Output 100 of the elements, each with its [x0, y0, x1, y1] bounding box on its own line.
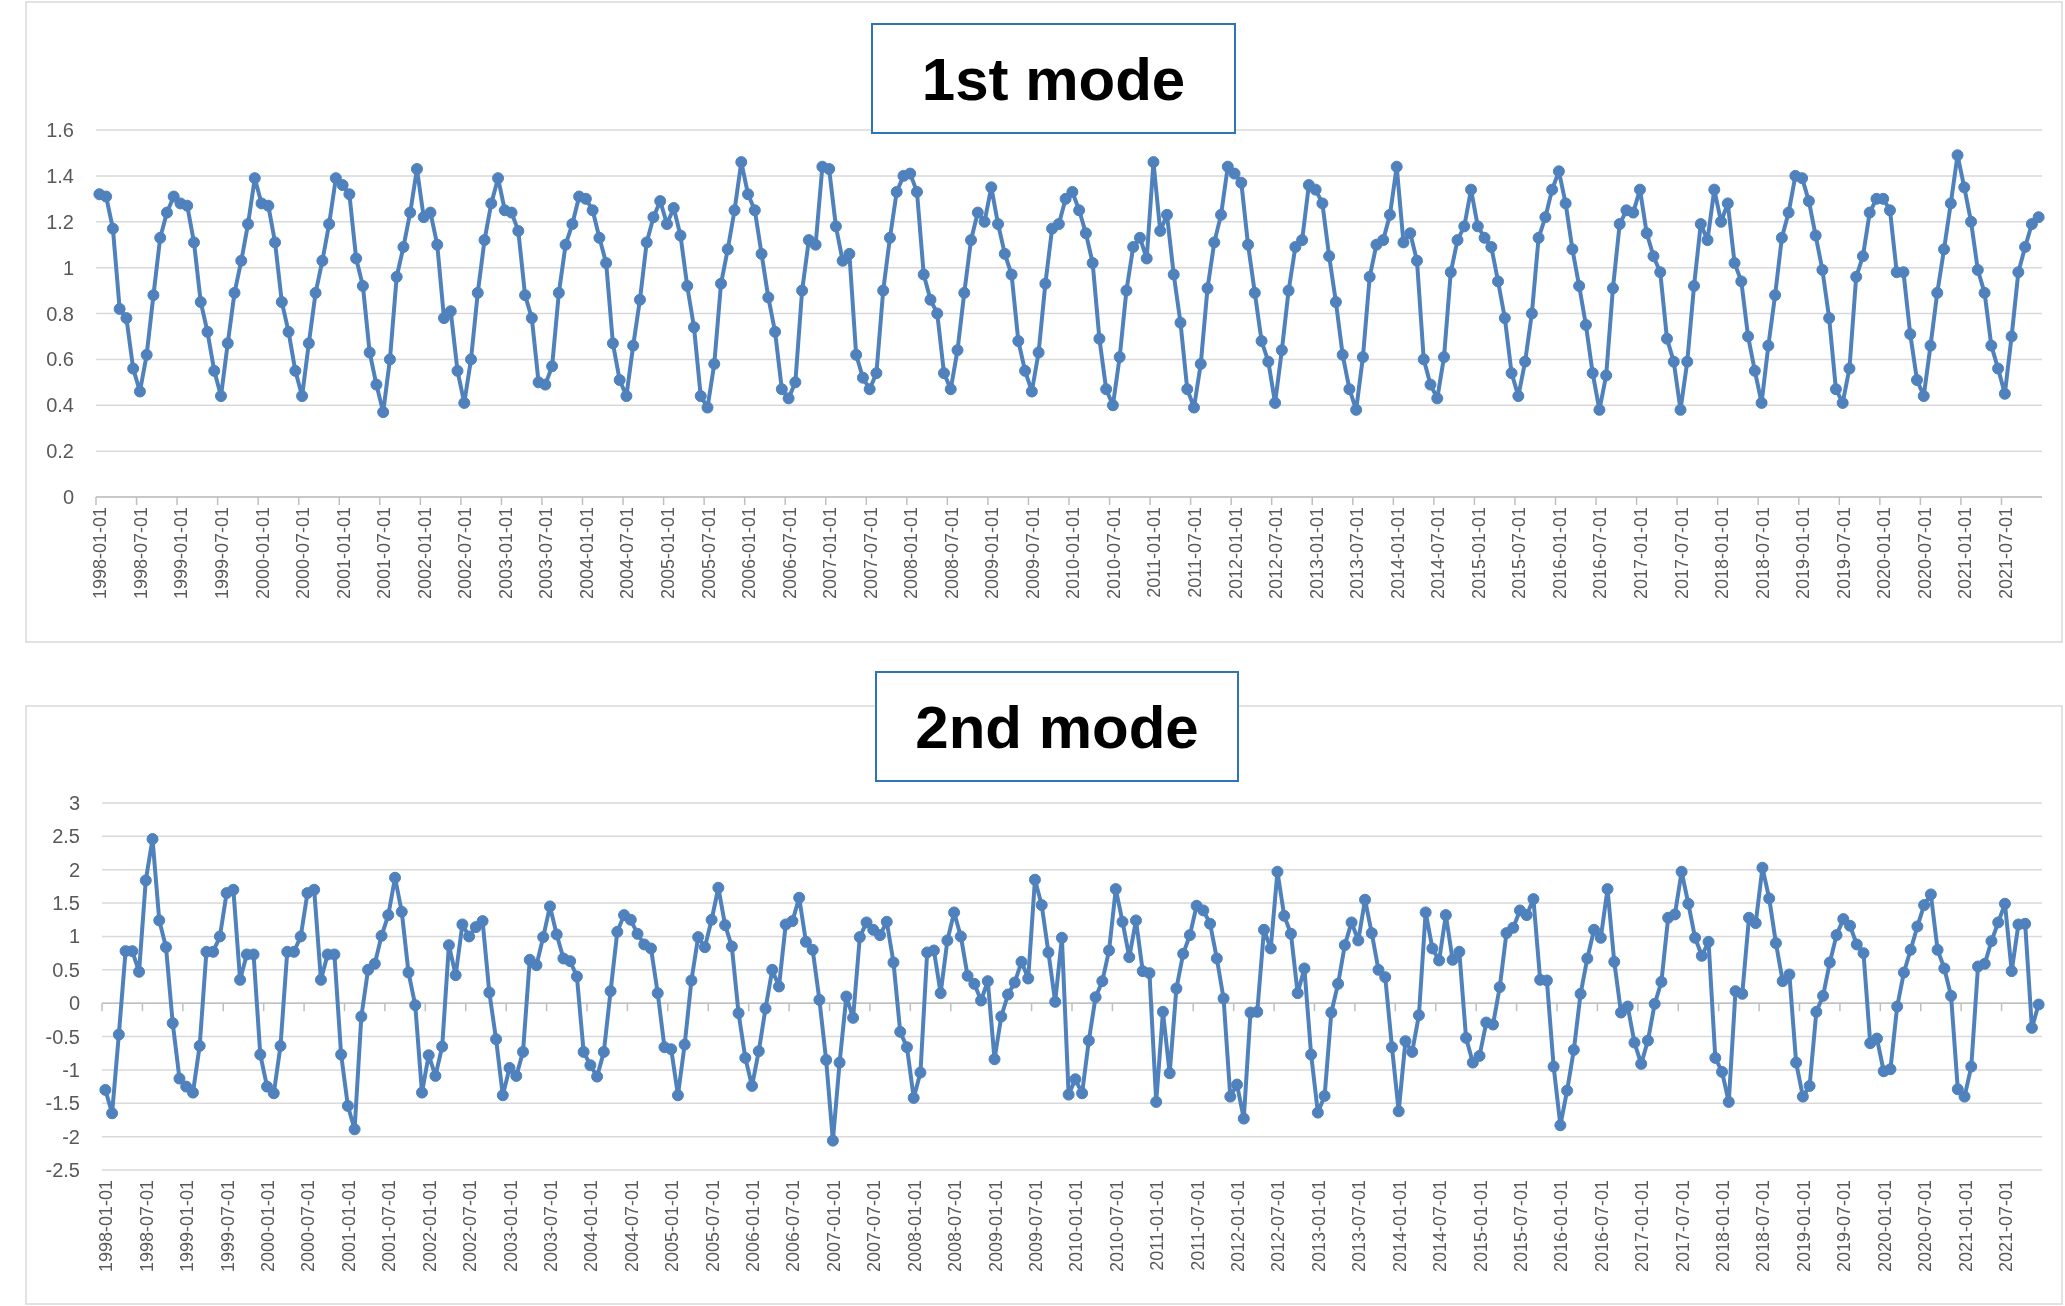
x-tick-label: 2016-01-01 [1551, 1180, 1572, 1273]
x-tick-label: 1999-01-01 [171, 507, 192, 600]
x-tick-label: 2006-07-01 [779, 507, 800, 600]
x-tick-label: 2010-07-01 [1103, 507, 1124, 600]
x-tick-label: 2002-01-01 [414, 507, 435, 600]
x-tick-label: 2018-01-01 [1712, 507, 1733, 600]
x-tick-label: 2021-01-01 [1955, 507, 1976, 600]
x-tick-label: 2009-07-01 [1025, 1180, 1046, 1273]
y-tick-label: 1 [62, 256, 74, 279]
x-tick-label: 1999-01-01 [177, 1180, 198, 1273]
x-tick-label: 2005-07-01 [698, 507, 719, 600]
x-tick-label: 2021-01-01 [1955, 1180, 1976, 1273]
x-tick-label: 2016-07-01 [1590, 507, 1611, 600]
x-tick-label: 2010-01-01 [1066, 1180, 1087, 1273]
x-tick-label: 2005-01-01 [662, 1180, 683, 1273]
x-tick-label: 2002-01-01 [419, 1180, 440, 1273]
x-tick-label: 2019-01-01 [1793, 1180, 1814, 1273]
x-tick-label: 2017-07-01 [1672, 1180, 1693, 1273]
y-tick-label: 0 [68, 992, 80, 1015]
x-tick-label: 1999-07-01 [212, 507, 232, 600]
x-tick-label: 2012-07-01 [1266, 507, 1287, 600]
y-tick-label: 0.5 [52, 958, 80, 981]
x-tick-label: 2007-07-01 [860, 507, 881, 600]
x-tick-label: 2012-01-01 [1225, 507, 1246, 600]
x-tick-label: 2017-01-01 [1632, 1180, 1653, 1273]
x-tick-label: 1998-07-01 [130, 507, 151, 600]
x-tick-label: 2002-07-01 [460, 1180, 481, 1273]
x-tick-label: 2006-01-01 [739, 507, 760, 600]
x-tick-label: 2005-01-01 [657, 507, 678, 600]
x-tick-label: 2011-01-01 [1144, 507, 1165, 598]
chart-title: 2nd mode [915, 693, 1199, 761]
x-tick-label: 2015-01-01 [1470, 1180, 1491, 1273]
x-tick-label: 2004-01-01 [581, 1180, 602, 1273]
x-tick-label: 1998-01-01 [96, 1180, 117, 1273]
y-tick-label: 0.6 [46, 348, 74, 371]
x-tick-label: 2001-07-01 [374, 507, 395, 600]
x-tick-label: 2020-07-01 [1915, 1180, 1936, 1273]
x-tick-label: 2010-01-01 [1063, 507, 1084, 600]
y-tick-label: -2 [62, 1125, 80, 1148]
x-tick-label: 2004-07-01 [621, 1180, 642, 1273]
x-tick-label: 2014-01-01 [1389, 1180, 1410, 1273]
x-tick-label: 2008-01-01 [904, 1180, 925, 1273]
x-tick-label: 2015-01-01 [1468, 507, 1489, 600]
x-tick-label: 2019-07-01 [1834, 1180, 1855, 1273]
y-tick-label: 0.4 [46, 394, 74, 417]
y-tick-label: -0.5 [45, 1025, 80, 1048]
x-tick-label: 2006-07-01 [783, 1180, 804, 1273]
x-tick-label: 2009-01-01 [982, 507, 1003, 600]
y-tick-label: 1.4 [46, 164, 74, 187]
y-tick-label: 0.2 [46, 440, 74, 463]
y-tick-label: 2.5 [52, 825, 80, 848]
y-tick-label: -2.5 [45, 1159, 80, 1181]
x-tick-label: 2003-07-01 [536, 507, 557, 600]
x-tick-label: 2000-07-01 [293, 507, 314, 600]
x-tick-label: 2017-01-01 [1630, 507, 1651, 600]
x-tick-label: 2011-07-01 [1185, 507, 1205, 598]
x-tick-label: 2007-01-01 [823, 1180, 844, 1273]
x-tick-label: 2000-01-01 [258, 1180, 279, 1273]
x-tick-label: 2021-07-01 [1995, 1180, 2016, 1273]
chart-title: 1st mode [921, 45, 1186, 113]
x-tick-label: 2001-01-01 [333, 507, 354, 600]
x-tick-label: 2010-07-01 [1106, 1180, 1127, 1273]
x-tick-label: 2019-07-01 [1833, 507, 1854, 600]
x-tick-label: 2014-07-01 [1430, 1180, 1451, 1273]
x-tick-label: 2020-01-01 [1874, 507, 1895, 600]
x-tick-label: 2006-01-01 [743, 1180, 764, 1273]
x-tick-label: 2021-07-01 [1995, 507, 2016, 600]
x-tick-label: 2008-07-01 [945, 1180, 966, 1273]
x-tick-label: 1998-01-01 [90, 507, 111, 600]
x-tick-label: 2014-07-01 [1428, 507, 1449, 600]
x-tick-label: 2011-07-01 [1187, 1180, 1208, 1271]
x-tick-label: 2000-01-01 [252, 507, 273, 600]
x-tick-label: 2002-07-01 [455, 507, 476, 600]
x-tick-label: 2013-01-01 [1306, 507, 1327, 600]
x-tick-label: 2012-07-01 [1268, 1180, 1289, 1273]
y-tick-label: 0 [62, 486, 74, 508]
x-tick-label: 2015-07-01 [1510, 1180, 1531, 1273]
x-tick-label: 2003-01-01 [500, 1180, 521, 1273]
x-tick-label: 2008-07-01 [941, 507, 962, 600]
x-tick-label: 2013-07-01 [1349, 1180, 1370, 1273]
y-tick-label: -1.5 [45, 1092, 80, 1115]
x-tick-label: 2001-07-01 [379, 1180, 400, 1273]
x-tick-label: 2003-07-01 [540, 1180, 561, 1273]
x-tick-label: 2013-01-01 [1308, 1180, 1329, 1273]
x-tick-label: 2018-01-01 [1713, 1180, 1734, 1273]
x-tick-label: 2007-07-01 [864, 1180, 885, 1273]
x-tick-label: 1999-07-01 [217, 1180, 238, 1273]
x-tick-label: 2017-07-01 [1671, 507, 1692, 600]
x-tick-label: 2003-01-01 [495, 507, 516, 600]
x-tick-label: 2001-01-01 [338, 1180, 359, 1273]
x-tick-label: 2000-07-01 [298, 1180, 319, 1273]
y-tick-label: 0.8 [46, 302, 74, 325]
x-tick-label: 2011-01-01 [1147, 1180, 1168, 1271]
x-tick-label: 2005-07-01 [702, 1180, 723, 1273]
x-tick-label: 2009-01-01 [985, 1180, 1006, 1273]
y-tick-label: 3 [68, 792, 80, 814]
x-tick-label: 2008-01-01 [901, 507, 922, 600]
x-tick-label: 2018-07-01 [1752, 507, 1773, 600]
x-tick-label: 2012-01-01 [1228, 1180, 1249, 1273]
x-tick-label: 1998-07-01 [136, 1180, 157, 1273]
